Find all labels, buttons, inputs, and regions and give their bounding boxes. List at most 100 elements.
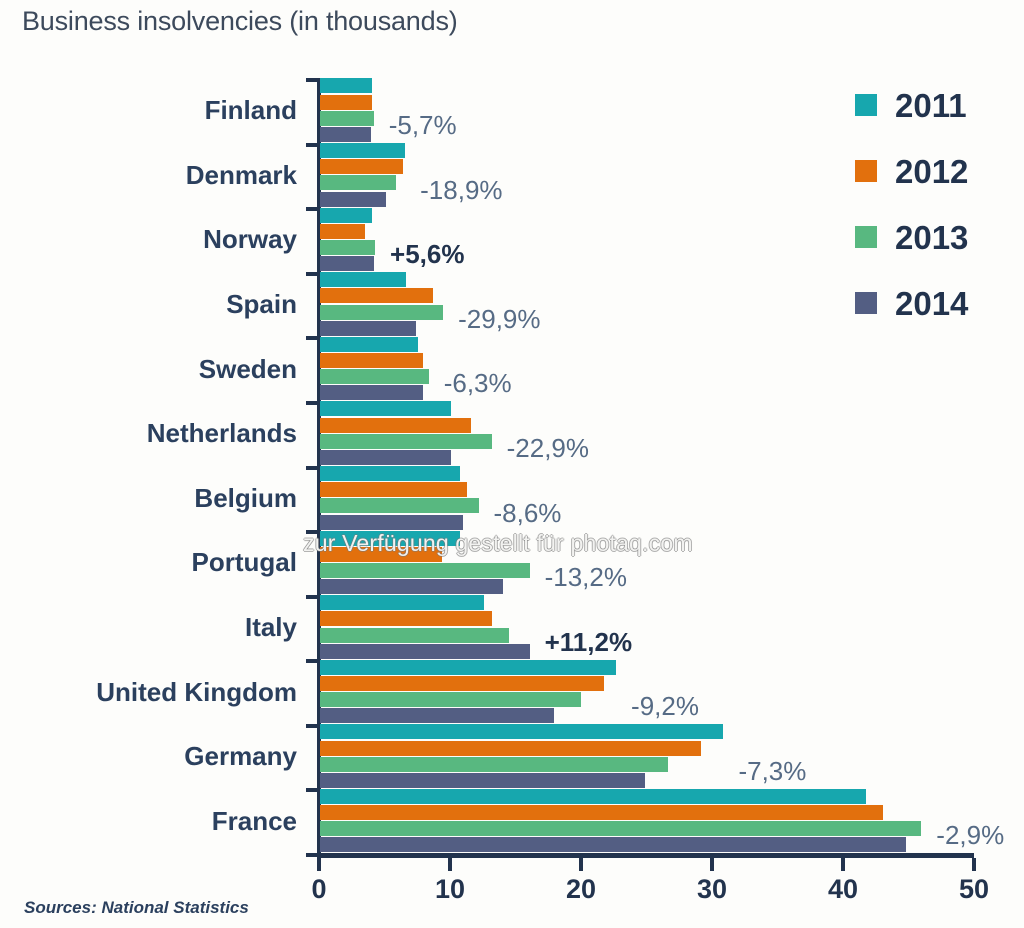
y-axis-tick [306,788,317,793]
change-label-united-kingdom: -9,2% [631,691,699,722]
y-axis-tick [306,207,317,212]
bar-group: Spain -29,9% [226,271,972,337]
y-axis-tick [306,465,317,470]
bar-group: United Kingdom -9,2% [96,659,972,724]
x-axis-tick [317,858,321,871]
change-label-sweden: -6,3% [443,368,512,399]
change-label-norway: +5,6% [390,239,465,270]
bar-group: Finland -5,7% [205,78,972,143]
bar-2011-france [320,788,867,804]
bar-group: France -2,9% [212,788,1004,853]
bar-2011-norway [320,207,373,223]
bar-2011-italy [320,595,484,611]
bar-2014-spain [320,320,416,336]
category-label-germany: Germany [184,741,297,772]
x-axis-line [317,853,974,858]
category-label-sweden: Sweden [198,353,297,384]
legend-swatch-icon [855,292,877,314]
bar-2011-spain [320,272,407,288]
bar-2014-sweden [320,385,424,401]
legend-label: 2014 [895,284,969,322]
bar-2013-norway [320,240,376,256]
bar-2013-france [320,821,922,837]
change-label-finland: -5,7% [388,110,457,141]
bar-2012-netherlands [320,417,471,433]
y-axis-tick [306,78,317,82]
category-label-spain: Spain [226,289,297,320]
bar-group: Sweden -6,3% [199,336,972,401]
bar-2014-denmark [320,191,386,207]
category-label-italy: Italy [244,611,297,642]
bar-2011-sweden [320,336,419,352]
bar-2013-finland [320,110,374,126]
legend-item-2012[interactable]: 2012 [855,138,968,204]
bar-group: Norway +5,6% [203,207,972,272]
bar-2012-spain [320,288,433,304]
x-axis-tick [448,858,452,871]
legend-item-2011[interactable]: 2011 [855,72,968,138]
bar-2014-belgium [320,514,463,530]
bar-2012-norway [320,223,365,239]
bar-2011-netherlands [320,401,451,417]
legend-label: 2013 [895,218,969,256]
category-label-belgium: Belgium [194,482,297,513]
bar-2012-belgium [320,482,467,498]
bar-2012-italy [320,611,492,627]
bar-2011-united-kingdom [320,659,617,675]
bar-2014-norway [320,256,374,272]
plot-area: Finland -5,7% Denmark -18,9% Norway +5,6% Spai… [96,78,1004,857]
category-label-netherlands: Netherlands [146,418,297,449]
bar-2012-germany [320,740,702,756]
change-label-portugal: -13,2% [544,562,627,593]
y-axis-tick [306,142,317,147]
change-label-spain: -29,9% [458,303,541,334]
source-note: Sources: National Statistics [24,898,249,917]
y-axis-tick [306,723,317,728]
bar-2014-netherlands [320,449,451,465]
bar-group: Portugal -13,2% [192,530,972,595]
x-axis-label: 10 [434,874,466,904]
y-axis-tick [306,594,317,599]
change-label-germany: -7,3% [738,755,807,786]
bar-2011-belgium [320,465,461,481]
category-label-france: France [211,805,297,836]
x-axis-label: 0 [311,874,327,904]
bar-2012-france [320,805,884,821]
legend-swatch-icon [855,226,877,248]
bar-2014-germany [320,772,645,788]
category-label-denmark: Denmark [185,159,297,190]
legend-label: 2012 [895,152,969,190]
bar-2012-denmark [320,159,403,175]
category-label-united-kingdom: United Kingdom [96,676,297,707]
page-title: Business insolvencies (in thousands) [22,6,458,36]
bar-2013-united-kingdom [320,692,581,708]
x-axis-tick [579,858,583,871]
y-axis-line [317,78,321,853]
legend-item-2014[interactable]: 2014 [855,270,968,336]
y-axis-tick [306,659,317,664]
x-axis-label: 20 [565,874,597,904]
legend-item-2013[interactable]: 2013 [855,204,968,270]
x-axis-tick [972,858,976,871]
category-label-finland: Finland [204,95,297,126]
y-axis-tick [306,530,317,535]
change-label-france: -2,9% [936,820,1005,851]
bar-2013-belgium [320,498,479,514]
y-axis-tick [306,853,317,857]
bar-group: Italy +11,2% [245,594,972,660]
category-label-norway: Norway [203,224,297,255]
bar-2014-italy [320,643,530,659]
bar-2013-italy [320,627,509,643]
x-axis-label: 50 [958,874,990,904]
bar-2014-france [320,837,906,853]
change-label-belgium: -8,6% [493,497,562,528]
change-label-denmark: -18,9% [420,174,503,205]
bar-group: Netherlands -22,9% [147,400,972,466]
bar-2011-denmark [320,143,406,159]
bar-2012-portugal [320,546,442,562]
y-axis-tick [306,271,317,276]
bar-2013-sweden [320,369,429,385]
bar-group: Denmark -18,9% [186,142,972,208]
bar-2012-united-kingdom [320,675,605,691]
